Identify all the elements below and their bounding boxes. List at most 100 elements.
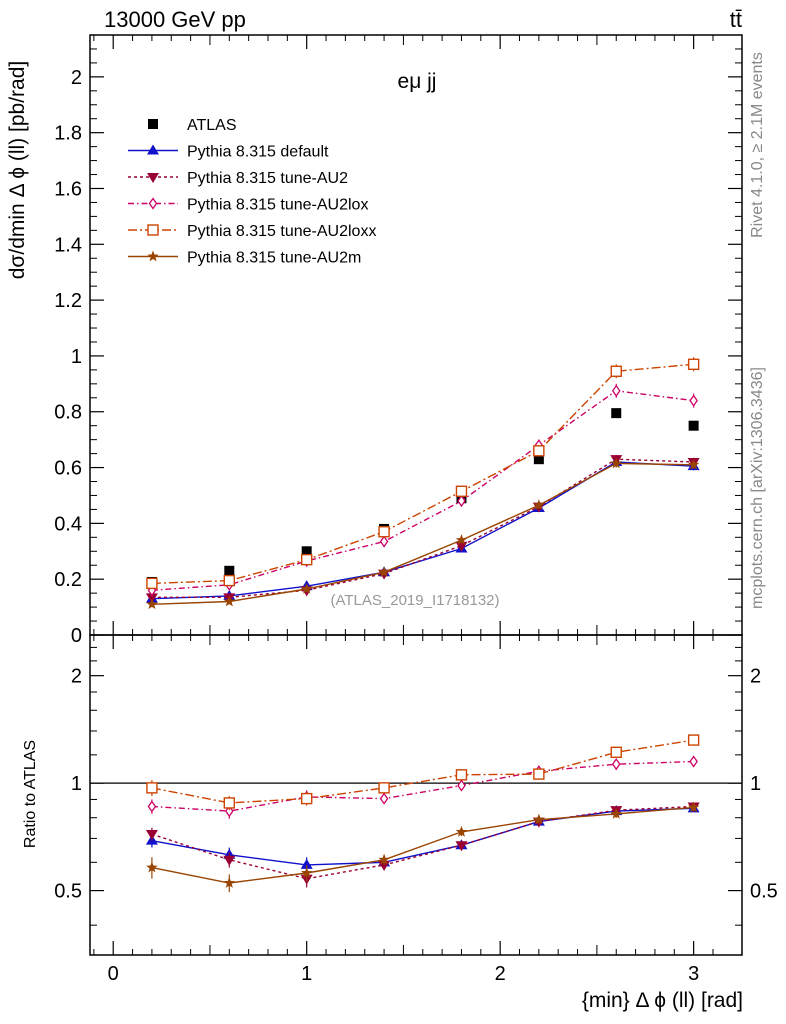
- ratio-xtick-label: 3: [688, 963, 699, 985]
- main-ytick-label: 2: [71, 67, 82, 89]
- ratio-point-au2loxx: [533, 768, 545, 780]
- legend-label-au2loxx: Pythia 8.315 tune-AU2loxx: [187, 223, 376, 240]
- main-ytick-label: 0: [71, 625, 82, 647]
- ratio-line-default: [151, 807, 694, 866]
- main-point-au2loxx: [687, 358, 700, 371]
- ratio-point-au2: [455, 841, 468, 852]
- legend-marker-default: [147, 144, 159, 155]
- legend-entry-au2loxx: Pythia 8.315 tune-AU2loxx: [128, 223, 376, 240]
- ratio-point-au2lox: [457, 779, 466, 792]
- ratio-ytick-label: 1: [71, 773, 82, 795]
- legend-marker-au2lox: [148, 197, 158, 210]
- ratio-point-au2: [223, 855, 236, 866]
- process-label: tt̄: [730, 7, 742, 32]
- ratio-point-default: [300, 858, 313, 869]
- main-ytick-label: 0.4: [54, 513, 82, 535]
- legend-label-default: Pythia 8.315 default: [187, 144, 329, 161]
- main-point-atlas: [533, 454, 544, 465]
- main-point-au2m: [146, 598, 158, 610]
- legend-entry-au2m: Pythia 8.315 tune-AU2m: [128, 250, 361, 267]
- main-point-au2loxx: [223, 574, 235, 587]
- legend: ATLAS Pythia 8.315 default Pythia 8.315 tu…: [128, 117, 376, 267]
- main-point-au2m: [610, 457, 622, 469]
- ratio-point-au2lox: [689, 755, 698, 768]
- legend-label-au2lox: Pythia 8.315 tune-AU2lox: [187, 197, 368, 214]
- legend-marker-au2loxx: [147, 224, 159, 236]
- ratio-point-au2loxx: [300, 792, 313, 805]
- ratio-line-au2: [151, 805, 694, 880]
- ratio-ytick-label-right: 2: [750, 666, 761, 688]
- main-point-au2m: [687, 458, 700, 470]
- ratio-ylabel: Ratio to ATLAS: [22, 740, 39, 848]
- legend-marker-atlas: [148, 119, 158, 129]
- ratio-point-au2lox: [379, 792, 389, 805]
- main-ytick-label: 1.2: [54, 290, 82, 312]
- main-point-au2m: [533, 499, 545, 511]
- ratio-xtick-label: 2: [495, 963, 506, 985]
- rivet-label: Rivet 4.1.0, ≥ 2.1M events: [749, 52, 766, 238]
- main-series-au2loxx: [146, 357, 700, 590]
- main-point-au2loxx: [533, 445, 545, 457]
- ratio-point-au2m: [610, 807, 622, 819]
- legend-marker-au2: [147, 173, 159, 183]
- ratio-series-au2loxx: [146, 734, 700, 811]
- ratio-axis-ticks: 0.5 0.5 1 1 2 2 0 1 2 3: [54, 635, 778, 985]
- ratio-point-au2loxx: [378, 782, 390, 794]
- ratio-line-au2loxx: [151, 739, 694, 804]
- main-point-au2lox: [457, 494, 466, 508]
- main-line-au2m: [151, 462, 694, 605]
- ratio-point-au2m: [378, 853, 390, 865]
- ratio-plot-frame: [89, 634, 743, 956]
- main-point-au2m: [223, 595, 236, 607]
- main-series-au2m: [146, 457, 700, 610]
- energy-label: 13000 GeV pp: [104, 7, 246, 32]
- ratio-point-au2m: [455, 825, 468, 837]
- analysis-watermark: (ATLAS_2019_I1718132): [330, 592, 499, 609]
- main-ytick-label: 1: [71, 346, 82, 368]
- main-ytick-label: 1.4: [54, 234, 82, 256]
- ratio-point-au2lox: [147, 800, 157, 813]
- main-ytick-label: 0.6: [54, 458, 82, 480]
- main-ylabel: dσ/dmin Δ ϕ (ll) [pb/rad]: [6, 61, 29, 280]
- ratio-ytick-label: 0.5: [54, 881, 82, 903]
- ratio-line-au2m: [151, 806, 694, 884]
- main-point-au2loxx: [146, 577, 158, 590]
- main-point-atlas: [611, 408, 622, 419]
- ratio-point-au2m: [223, 877, 236, 888]
- ratio-point-au2m: [146, 861, 158, 873]
- main-point-au2loxx: [610, 365, 622, 377]
- main-ytick-label: 1.6: [54, 178, 82, 200]
- mcplots-label: mcplots.cern.ch [arXiv:1306.3436]: [749, 367, 766, 609]
- ratio-ytick-label: 2: [71, 666, 82, 688]
- legend-marker-au2m: [147, 250, 159, 262]
- ratio-point-au2loxx: [610, 746, 622, 759]
- ratio-point-au2loxx: [223, 797, 235, 809]
- ratio-series-au2m: [146, 801, 700, 893]
- main-panel: 0 0.2 0.4 0.6 0.8 1 1.2 1.4 1.6 1.8 2 dσ/dmin Δ ϕ …: [6, 34, 743, 647]
- ratio-point-au2m: [533, 813, 545, 825]
- ratio-xlabel: {min} Δ ϕ (ll) [rad]: [582, 989, 743, 1012]
- ratio-xtick-label: 0: [108, 963, 119, 985]
- main-axis-ticks: 0 0.2 0.4 0.6 0.8 1 1.2 1.4 1.6 1.8 2: [54, 35, 742, 647]
- ratio-point-au2: [145, 830, 158, 841]
- legend-label-au2m: Pythia 8.315 tune-AU2m: [187, 250, 361, 267]
- ratio-panel: 0.5 0.5 1 1 2 2 0 1 2 3 Ratio to ATLAS {min} Δ ϕ …: [22, 634, 778, 1012]
- main-line-au2loxx: [151, 363, 694, 585]
- ratio-point-au2m: [687, 801, 700, 813]
- ratio-point-au2m: [300, 867, 313, 878]
- ratio-line-au2lox: [151, 760, 694, 812]
- main-point-au2lox: [611, 384, 621, 397]
- main-ytick-label: 0.8: [54, 402, 82, 424]
- ratio-series-group: [145, 734, 700, 893]
- main-line-au2lox: [151, 390, 694, 591]
- legend-label-au2: Pythia 8.315 tune-AU2: [187, 170, 348, 187]
- ratio-xtick-label: 1: [301, 963, 312, 985]
- ratio-point-au2loxx: [455, 769, 468, 781]
- legend-entry-au2lox: Pythia 8.315 tune-AU2lox: [128, 197, 368, 214]
- main-point-au2lox: [379, 535, 389, 548]
- main-point-au2m: [300, 582, 313, 594]
- main-point-au2lox: [689, 394, 698, 407]
- ratio-point-au2loxx: [687, 734, 700, 746]
- ratio-ytick-label-right: 1: [750, 773, 761, 795]
